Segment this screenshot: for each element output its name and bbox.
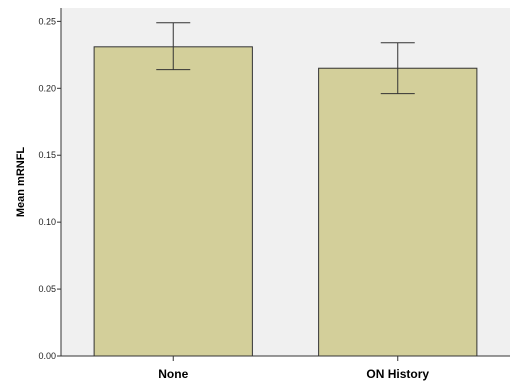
x-labels-layer: None ON History [158,356,429,381]
y-tick-label: 0.10 [38,217,56,227]
bar [93,46,253,357]
y-ticks-layer: 0.00 0.05 0.10 0.15 0.20 0.25 [38,16,61,361]
y-tick-label: 0.05 [38,284,56,294]
bar [318,67,478,357]
y-tick-label: 0.25 [38,16,56,26]
bars-layer [93,46,478,357]
y-tick-label: 0.15 [38,150,56,160]
x-category-label: None [158,367,188,381]
y-tick-label: 0.00 [38,351,56,361]
error-bars-layer [156,22,415,95]
y-tick-label: 0.20 [38,83,56,93]
x-category-label: ON History [366,367,429,381]
y-axis-title: Mean mRNFL [15,147,27,218]
